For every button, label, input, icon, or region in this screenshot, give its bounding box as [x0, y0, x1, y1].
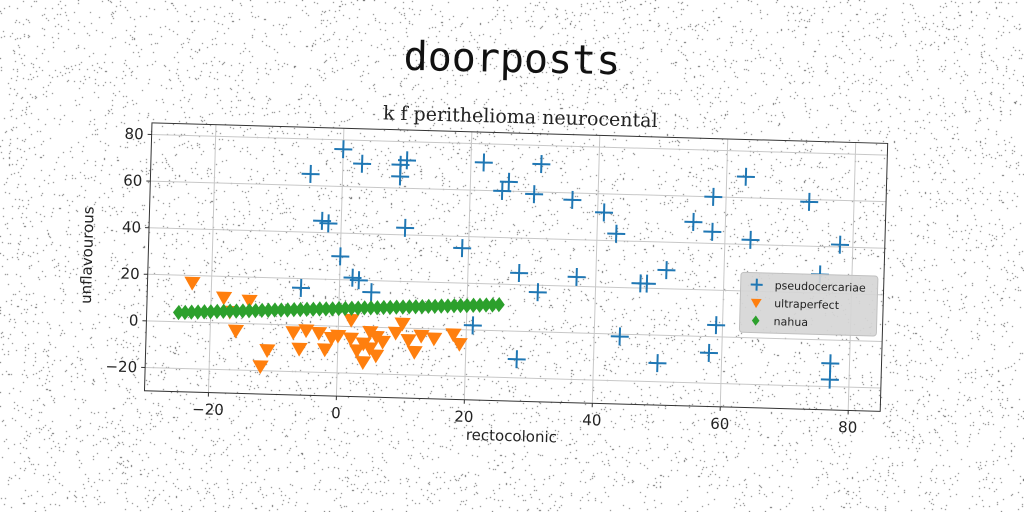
data-point-ultraperfect — [343, 314, 360, 328]
chart-title: k f perithelioma neurocental — [383, 102, 658, 132]
legend-label-nahua: nahua — [773, 315, 808, 329]
legend-label-ultraperfect: ultraperfect — [774, 297, 840, 312]
data-point-pseudocercariae — [475, 153, 493, 171]
data-point-pseudocercariae — [800, 193, 818, 211]
data-point-pseudocercariae — [331, 247, 349, 265]
legend-label-pseudocercariae: pseudocercariae — [774, 279, 866, 295]
data-point-ultraperfect — [285, 326, 302, 340]
x-axis-label: rectocolonic — [466, 426, 558, 447]
data-point-ultraperfect — [426, 332, 443, 346]
data-point-pseudocercariae — [700, 344, 718, 362]
x-gridline — [720, 139, 727, 407]
data-point-ultraperfect — [355, 356, 372, 370]
data-point-pseudocercariae — [507, 350, 525, 368]
data-point-pseudocercariae — [704, 188, 722, 206]
data-point-pseudocercariae — [510, 264, 528, 282]
data-point-ultraperfect — [311, 327, 328, 341]
data-point-pseudocercariae — [657, 261, 675, 279]
x-gridline — [464, 132, 471, 400]
data-point-pseudocercariae — [334, 140, 352, 158]
x-tick-label: 60 — [710, 415, 730, 434]
data-point-pseudocercariae — [684, 213, 702, 231]
data-marks — [171, 136, 851, 391]
data-point-pseudocercariae — [741, 231, 759, 249]
data-point-ultraperfect — [252, 360, 269, 374]
x-tick-label: 40 — [582, 411, 602, 430]
data-point-pseudocercariae — [567, 268, 585, 286]
y-gridline — [149, 228, 885, 249]
data-point-nahua — [493, 297, 505, 313]
data-point-pseudocercariae — [831, 235, 849, 253]
data-point-ultraperfect — [291, 343, 308, 357]
y-tick-label: 40 — [122, 218, 142, 237]
data-point-ultraperfect — [184, 277, 201, 291]
data-point-ultraperfect — [227, 324, 244, 338]
data-point-pseudocercariae — [292, 279, 310, 297]
data-point-ultraperfect — [259, 344, 276, 358]
data-point-pseudocercariae — [737, 168, 755, 186]
data-point-pseudocercariae — [611, 327, 629, 345]
data-point-ultraperfect — [317, 343, 334, 357]
data-point-pseudocercariae — [648, 354, 666, 372]
x-tick-label: 80 — [838, 418, 858, 437]
y-tick-label: −20 — [105, 357, 137, 376]
data-point-ultraperfect — [413, 330, 430, 344]
data-point-ultraperfect — [406, 346, 423, 360]
y-axis-label: unflavourous — [77, 206, 98, 304]
data-point-pseudocercariae — [362, 283, 380, 301]
y-tick-label: 60 — [123, 171, 143, 190]
y-tick-label: 0 — [129, 311, 139, 329]
legend: pseudocercariae ultraperfect nahua — [739, 272, 878, 336]
data-point-ultraperfect — [298, 324, 315, 338]
data-point-pseudocercariae — [301, 165, 319, 183]
data-point-pseudocercariae — [821, 354, 839, 372]
y-gridline — [145, 367, 881, 388]
y-tick-label: 80 — [124, 125, 144, 144]
y-gridline — [150, 181, 886, 202]
x-gridline — [208, 125, 215, 393]
data-point-pseudocercariae — [703, 223, 721, 241]
data-point-pseudocercariae — [532, 155, 550, 173]
x-gridline — [592, 135, 599, 403]
data-point-ultraperfect — [216, 292, 233, 306]
x-tick-label: −20 — [192, 400, 224, 419]
data-point-pseudocercariae — [525, 185, 543, 203]
x-tick-label: 20 — [454, 407, 474, 426]
data-point-pseudocercariae — [353, 154, 371, 172]
y-tick-label: 20 — [120, 265, 140, 284]
x-tick-label: 0 — [331, 404, 341, 422]
y-gridline — [152, 135, 888, 156]
